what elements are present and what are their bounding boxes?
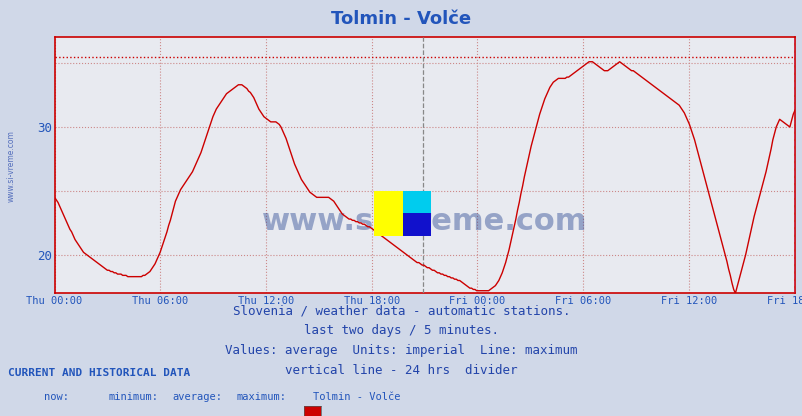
Bar [402,213,430,236]
Bar [402,191,430,213]
Text: Tolmin - Volče: Tolmin - Volče [331,10,471,28]
Text: maximum:: maximum: [237,392,286,402]
Text: CURRENT AND HISTORICAL DATA: CURRENT AND HISTORICAL DATA [8,368,190,378]
Text: average:: average: [172,392,222,402]
Text: www.si-vreme.com: www.si-vreme.com [6,131,15,202]
Text: www.si-vreme.com: www.si-vreme.com [261,207,587,236]
Text: Slovenia / weather data - automatic stations.: Slovenia / weather data - automatic stat… [233,305,569,317]
Text: Values: average  Units: imperial  Line: maximum: Values: average Units: imperial Line: ma… [225,344,577,357]
Text: now:: now: [44,392,69,402]
Text: vertical line - 24 hrs  divider: vertical line - 24 hrs divider [285,364,517,377]
Text: last two days / 5 minutes.: last two days / 5 minutes. [304,324,498,337]
Text: Tolmin - Volče: Tolmin - Volče [313,392,400,402]
Text: minimum:: minimum: [108,392,158,402]
Bar [374,191,402,236]
